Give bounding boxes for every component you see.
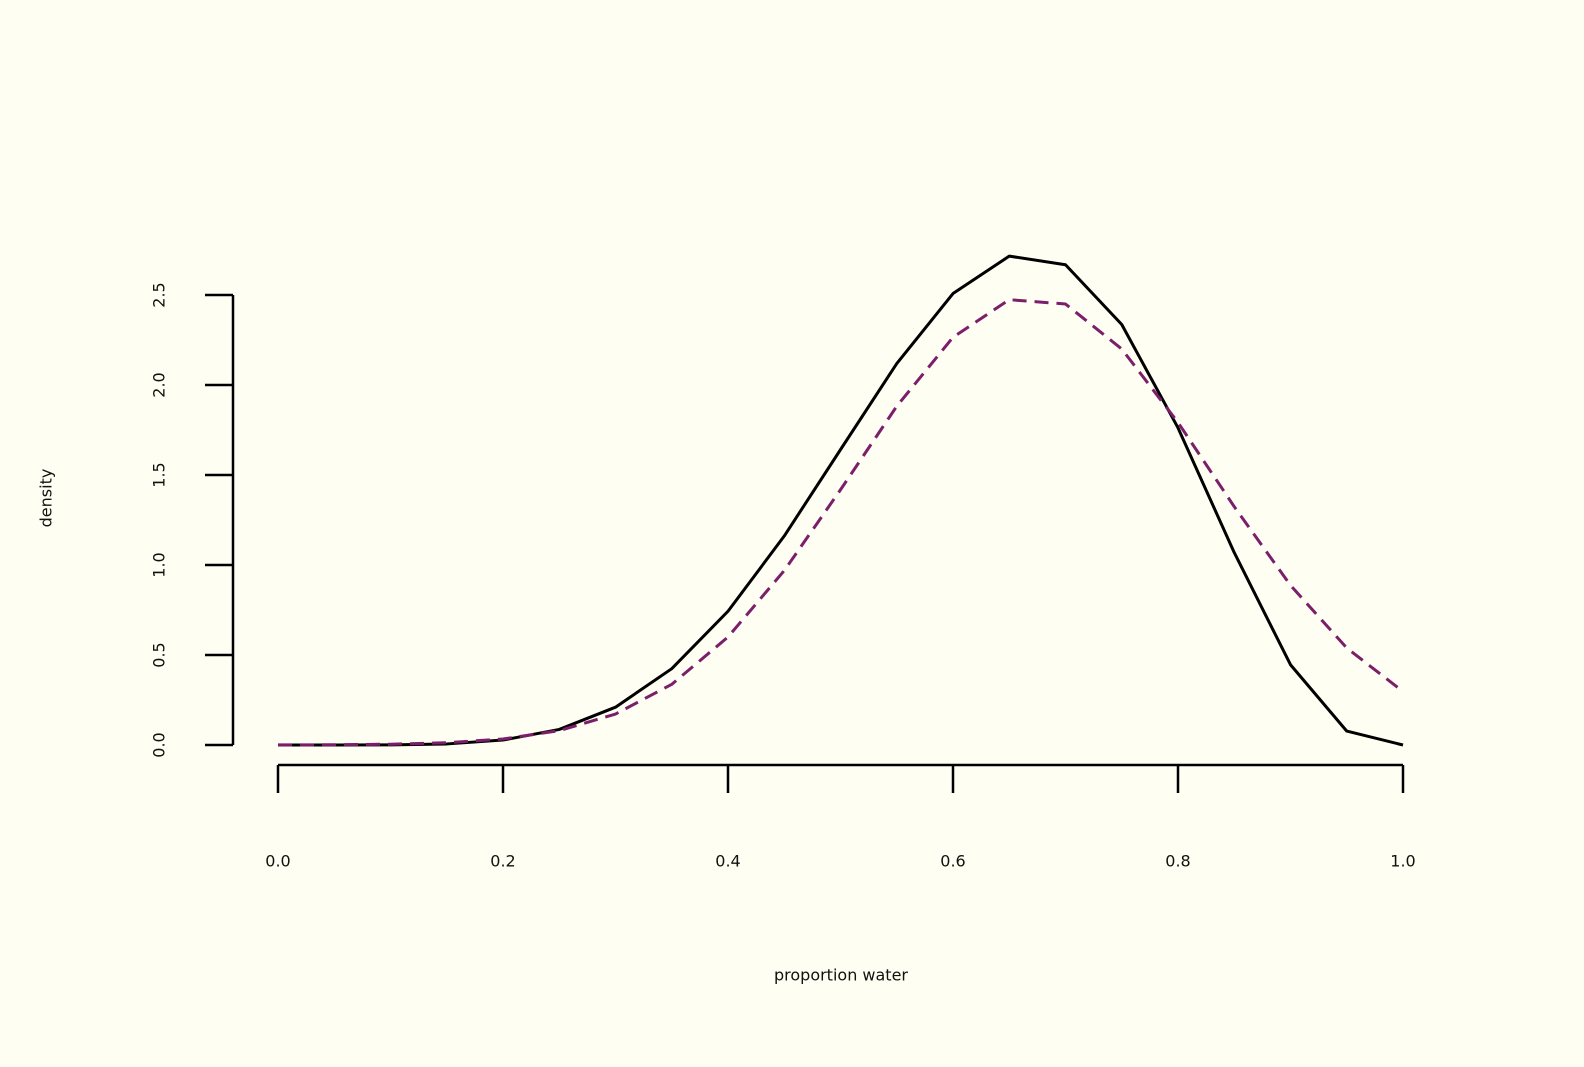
y-axis-label: density [37, 469, 56, 528]
y-tick-label: 0.0 [150, 732, 169, 757]
density-line [277, 254, 1404, 747]
x-tick-label: 0.4 [715, 852, 740, 871]
x-tick-label: 1.0 [1390, 852, 1415, 871]
x-tick-label: 0.2 [490, 852, 515, 871]
density-line [277, 298, 1404, 747]
y-tick-label: 1.0 [150, 552, 169, 577]
y-tick-label: 0.5 [150, 642, 169, 667]
x-tick-label: 0.6 [940, 852, 965, 871]
y-tick-label: 1.5 [150, 462, 169, 487]
x-tick-label: 0.0 [265, 852, 290, 871]
x-axis-label: proportion water [774, 966, 908, 985]
y-tick-label: 2.0 [150, 372, 169, 397]
x-tick-label: 0.8 [1165, 852, 1190, 871]
y-tick-label: 2.5 [150, 282, 169, 307]
